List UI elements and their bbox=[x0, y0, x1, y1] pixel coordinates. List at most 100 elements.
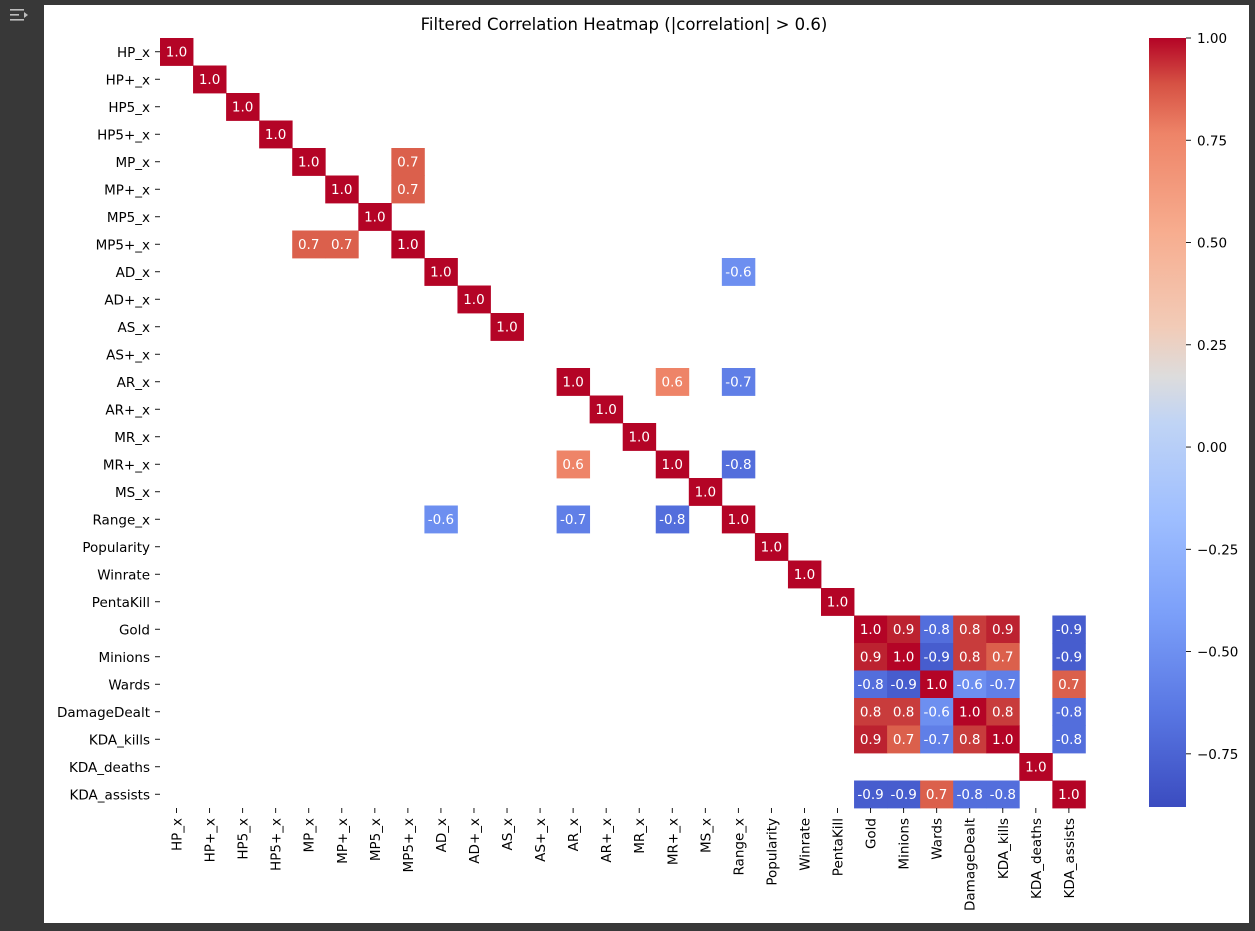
cell-value-label: 1.0 bbox=[298, 154, 319, 170]
cell-value-label: 1.0 bbox=[199, 72, 220, 88]
cell-value-label: -0.7 bbox=[725, 374, 751, 390]
cell-value-label: 1.0 bbox=[992, 732, 1013, 748]
cell-value-label: 1.0 bbox=[860, 622, 881, 638]
y-tick-label: MR+_x bbox=[103, 457, 150, 473]
x-tick-label: MR+_x bbox=[665, 818, 681, 865]
heatmap-cell-KDA_assists-DamageDealt bbox=[953, 780, 987, 809]
cell-value-label: 0.8 bbox=[959, 732, 980, 748]
x-tick-label: KDA_deaths bbox=[1029, 818, 1045, 899]
heatmap-cell-Gold-Gold bbox=[854, 615, 888, 644]
cell-value-label: -0.6 bbox=[924, 704, 950, 720]
x-tick-label: HP_x bbox=[170, 818, 186, 851]
cell-value-label: 0.6 bbox=[562, 457, 583, 473]
heatmap-cell-MR+_x-AR_x bbox=[556, 450, 591, 479]
x-tick-label: AS+_x bbox=[533, 818, 549, 862]
heatmap-cell-KDA_assists-KDA_assists bbox=[1052, 780, 1086, 809]
heatmap-cell-Gold-KDA_assists bbox=[1052, 615, 1086, 644]
cell-value-label: 0.7 bbox=[331, 237, 352, 253]
x-tick-label: DamageDealt bbox=[963, 818, 979, 911]
cell-value-label: 1.0 bbox=[959, 704, 980, 720]
right-strip bbox=[1249, 0, 1255, 931]
heatmap-cell-Wards-KDA_kills bbox=[986, 670, 1020, 699]
output-canvas: Filtered Correlation Heatmap (|correlati… bbox=[44, 5, 1249, 923]
output-collapse-icon[interactable] bbox=[6, 4, 32, 26]
heatmap-cell-Minions-Wards bbox=[920, 643, 954, 671]
heatmap-cell-Wards-DamageDealt bbox=[953, 670, 987, 699]
heatmap-cell-Wards-Minions bbox=[887, 670, 921, 699]
y-tick-label: KDA_assists bbox=[70, 787, 150, 803]
heatmap-cell-AD_x-AD_x bbox=[424, 258, 458, 286]
cell-value-label: 0.9 bbox=[893, 622, 914, 638]
y-tick-label: AD_x bbox=[116, 265, 150, 281]
x-tick-label: KDA_assists bbox=[1062, 818, 1078, 898]
y-tick-label: AS+_x bbox=[106, 347, 150, 363]
heatmap-cell-Minions-Gold bbox=[854, 643, 888, 671]
cell-value-label: 1.0 bbox=[232, 99, 253, 115]
x-tick-label: PentaKill bbox=[831, 818, 847, 876]
heatmap-cell-Minions-DamageDealt bbox=[953, 643, 987, 671]
cell-value-label: 0.8 bbox=[992, 704, 1013, 720]
cell-value-label: 1.0 bbox=[761, 539, 782, 555]
y-tick-label: AD+_x bbox=[104, 292, 150, 308]
cell-value-label: 1.0 bbox=[595, 402, 616, 418]
heatmap-cell-KDA_kills-KDA_assists bbox=[1052, 725, 1086, 754]
cell-value-label: 1.0 bbox=[728, 512, 749, 528]
cell-value-label: 1.0 bbox=[926, 677, 947, 693]
x-tick-label: Gold bbox=[864, 818, 880, 849]
heatmap-cell-MP_x-MP5+_x bbox=[391, 148, 425, 176]
heatmap-cell-Winrate-Winrate bbox=[787, 560, 822, 589]
heatmap-cell-HP_x-HP_x bbox=[160, 38, 194, 66]
cell-value-label: 1.0 bbox=[695, 484, 716, 500]
y-tick-label: DamageDealt bbox=[57, 705, 150, 721]
heatmap-cell-MP5+_x-MP5+_x bbox=[391, 230, 425, 259]
cell-value-label: 0.6 bbox=[662, 374, 683, 390]
heatmap-cell-MR+_x-MR+_x bbox=[655, 450, 690, 479]
colorbar-tick-label: −0.75 bbox=[1197, 747, 1238, 763]
cell-value-label: -0.6 bbox=[428, 512, 454, 528]
heatmap-cell-Range_x-AD_x bbox=[424, 505, 458, 534]
heatmap-cell-AR+_x-AR+_x bbox=[589, 395, 624, 424]
heatmap-cell-Gold-Minions bbox=[887, 615, 921, 644]
y-tick-label: AR_x bbox=[117, 375, 150, 391]
heatmap-cell-MP+_x-MP5+_x bbox=[391, 175, 425, 204]
cell-value-label: 1.0 bbox=[628, 429, 649, 445]
y-tick-label: HP+_x bbox=[106, 72, 150, 88]
y-tick-label: KDA_deaths bbox=[69, 760, 150, 776]
cell-value-label: 1.0 bbox=[166, 44, 187, 60]
x-tick-label: HP5_x bbox=[236, 818, 252, 860]
correlation-heatmap: Filtered Correlation Heatmap (|correlati… bbox=[57, 15, 1238, 911]
x-tick-label: Wards bbox=[930, 818, 946, 860]
y-tick-label: MP+_x bbox=[104, 182, 150, 198]
heatmap-cell-MP5_x-MP5_x bbox=[358, 203, 392, 231]
x-tick-label: AR+_x bbox=[599, 818, 615, 863]
y-tick-label: PentaKill bbox=[92, 595, 150, 611]
heatmap-cell-Minions-KDA_assists bbox=[1052, 643, 1086, 671]
colorbar-tick-label: 0.25 bbox=[1197, 338, 1227, 354]
y-tick-label: HP_x bbox=[117, 45, 150, 61]
x-tick-label: Minions bbox=[897, 818, 913, 870]
y-tick-label: MS_x bbox=[115, 485, 150, 501]
y-tick-label: Winrate bbox=[97, 567, 150, 583]
heatmap-cell-DamageDealt-KDA_kills bbox=[986, 698, 1020, 726]
cell-value-label: 0.7 bbox=[926, 787, 947, 803]
cell-value-label: 1.0 bbox=[397, 237, 418, 253]
cell-value-label: 0.8 bbox=[860, 704, 881, 720]
cell-value-label: 0.7 bbox=[397, 182, 418, 198]
heatmap-cell-Gold-Wards bbox=[920, 615, 954, 644]
x-tick-label: MR_x bbox=[632, 818, 648, 854]
cell-value-label: 1.0 bbox=[463, 292, 484, 308]
colorbar-tick-label: 1.00 bbox=[1197, 31, 1227, 47]
x-tick-label: AD+_x bbox=[467, 818, 483, 864]
x-tick-label: HP5+_x bbox=[269, 818, 285, 871]
cell-value-label: -0.7 bbox=[560, 512, 586, 528]
cell-value-label: 0.8 bbox=[893, 704, 914, 720]
cell-value-label: 0.7 bbox=[1058, 677, 1079, 693]
chart-title: Filtered Correlation Heatmap (|correlati… bbox=[421, 15, 828, 34]
x-tick-label: MS_x bbox=[698, 818, 714, 853]
cell-value-label: -0.9 bbox=[1056, 622, 1082, 638]
x-tick-label: Range_x bbox=[731, 818, 747, 876]
cell-value-label: 0.9 bbox=[860, 649, 881, 665]
heatmap-cell-KDA_kills-KDA_kills bbox=[986, 725, 1020, 754]
x-tick-label: MP+_x bbox=[335, 818, 351, 864]
heatmap-cell-AS_x-AS_x bbox=[490, 313, 524, 341]
